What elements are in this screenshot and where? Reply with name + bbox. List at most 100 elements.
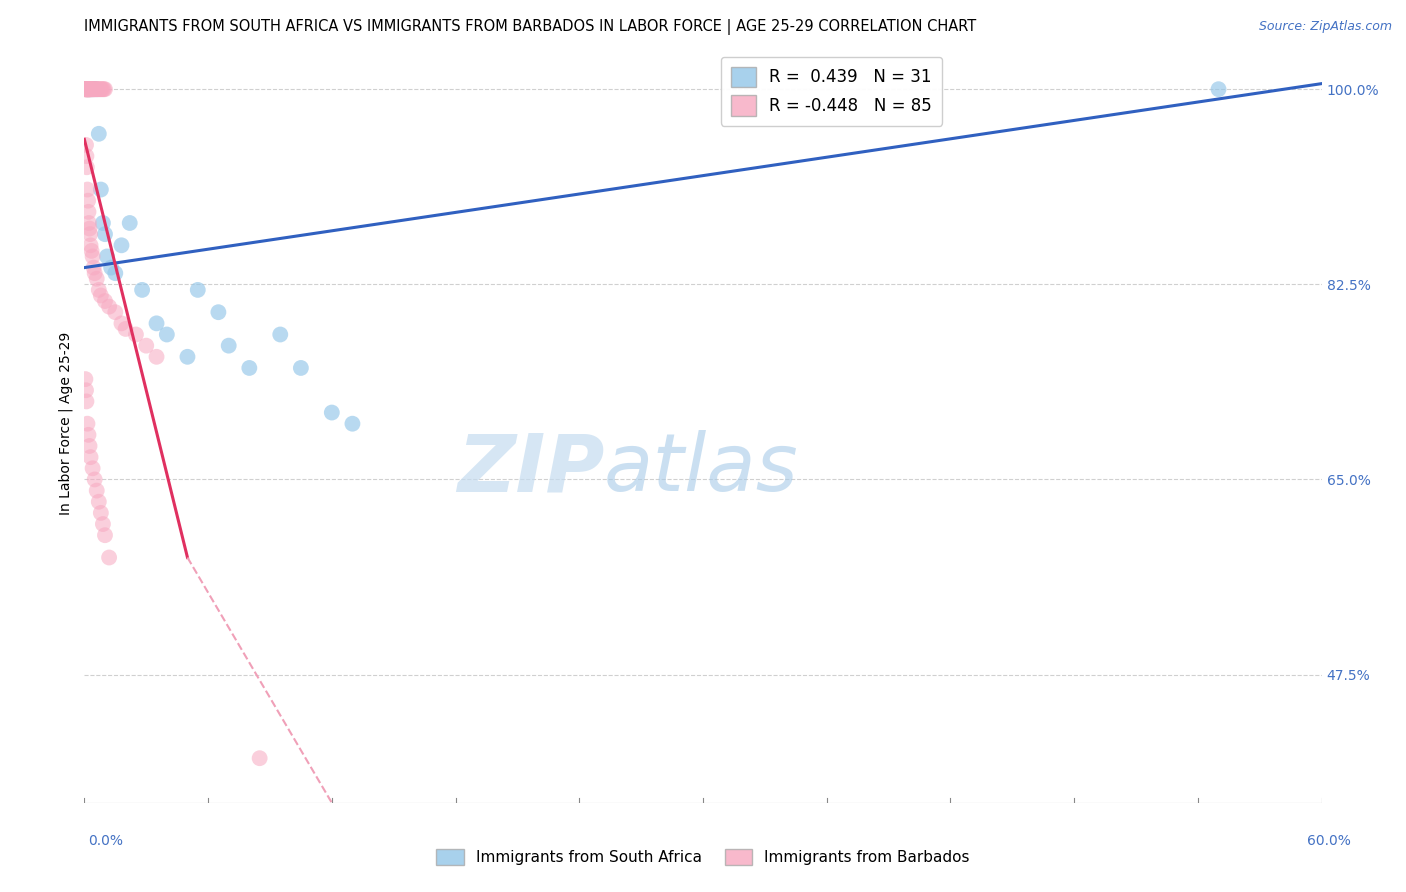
Point: [76, 82, 98, 96]
Point: [84, 82, 107, 96]
Point: [82, 82, 104, 96]
Point: [87, 494, 110, 508]
Point: [82, 250, 104, 264]
Point: [118, 216, 141, 230]
Point: [80, 82, 103, 96]
Point: [77, 428, 100, 442]
Point: [75, 82, 97, 96]
Point: [77, 82, 100, 96]
Text: IMMIGRANTS FROM SOUTH AFRICA VS IMMIGRANTS FROM BARBADOS IN LABOR FORCE | AGE 25: IMMIGRANTS FROM SOUTH AFRICA VS IMMIGRAN…: [84, 19, 977, 35]
Point: [77, 216, 100, 230]
Text: 60.0%: 60.0%: [1306, 834, 1351, 848]
Point: [79, 82, 101, 96]
Point: [77, 194, 100, 208]
Point: [249, 751, 271, 765]
Point: [75, 82, 97, 96]
Point: [86, 82, 108, 96]
Legend: Immigrants from South Africa, Immigrants from Barbados: Immigrants from South Africa, Immigrants…: [430, 843, 976, 871]
Point: [87, 82, 110, 96]
Point: [89, 82, 111, 96]
Point: [156, 327, 179, 342]
Point: [77, 82, 100, 96]
Point: [96, 250, 118, 264]
Point: [75, 384, 97, 398]
Legend: R =  0.439   N = 31, R = -0.448   N = 85: R = 0.439 N = 31, R = -0.448 N = 85: [721, 57, 942, 126]
Point: [75, 394, 97, 409]
Point: [79, 82, 101, 96]
Text: atlas: atlas: [605, 430, 799, 508]
Point: [91, 82, 114, 96]
Point: [75, 82, 97, 96]
Point: [79, 227, 101, 241]
Point: [87, 127, 110, 141]
Point: [79, 439, 101, 453]
Text: ZIP: ZIP: [457, 430, 605, 508]
Point: [187, 283, 209, 297]
Point: [90, 288, 112, 302]
Point: [131, 283, 153, 297]
Point: [76, 183, 98, 197]
Point: [100, 260, 122, 275]
Point: [76, 417, 98, 431]
Point: [77, 82, 100, 96]
Point: [125, 327, 148, 342]
Point: [145, 317, 167, 331]
Point: [75, 82, 97, 96]
Point: [83, 82, 105, 96]
Point: [79, 82, 101, 96]
Point: [76, 82, 98, 96]
Point: [79, 450, 101, 464]
Point: [93, 82, 115, 96]
Point: [75, 82, 97, 96]
Point: [342, 417, 364, 431]
Point: [76, 82, 98, 96]
Point: [207, 305, 229, 319]
Point: [87, 82, 110, 96]
Point: [321, 406, 343, 420]
Point: [76, 82, 98, 96]
Point: [114, 322, 136, 336]
Point: [75, 372, 97, 386]
Point: [145, 350, 167, 364]
Text: 0.0%: 0.0%: [89, 834, 122, 848]
Point: [79, 82, 101, 96]
Point: [86, 271, 108, 285]
Point: [87, 283, 110, 297]
Point: [90, 82, 112, 96]
Point: [75, 138, 97, 153]
Point: [98, 300, 121, 314]
Point: [110, 238, 132, 252]
Point: [76, 82, 98, 96]
Point: [77, 82, 100, 96]
Point: [83, 266, 105, 280]
Y-axis label: In Labor Force | Age 25-29: In Labor Force | Age 25-29: [59, 332, 73, 516]
Point: [75, 82, 97, 96]
Point: [79, 82, 101, 96]
Point: [79, 82, 101, 96]
Point: [77, 205, 100, 219]
Point: [80, 82, 103, 96]
Point: [104, 305, 127, 319]
Point: [77, 82, 100, 96]
Point: [86, 483, 108, 498]
Point: [94, 82, 117, 96]
Point: [83, 473, 105, 487]
Point: [218, 338, 240, 352]
Point: [82, 82, 104, 96]
Point: [77, 82, 100, 96]
Point: [110, 317, 132, 331]
Point: [77, 82, 100, 96]
Point: [90, 183, 112, 197]
Point: [73, 82, 96, 96]
Point: [1208, 82, 1230, 96]
Point: [79, 82, 101, 96]
Point: [90, 82, 112, 96]
Point: [75, 82, 97, 96]
Point: [94, 294, 117, 309]
Point: [94, 227, 117, 241]
Point: [83, 260, 105, 275]
Point: [75, 149, 97, 163]
Point: [75, 82, 97, 96]
Point: [83, 82, 105, 96]
Point: [80, 82, 103, 96]
